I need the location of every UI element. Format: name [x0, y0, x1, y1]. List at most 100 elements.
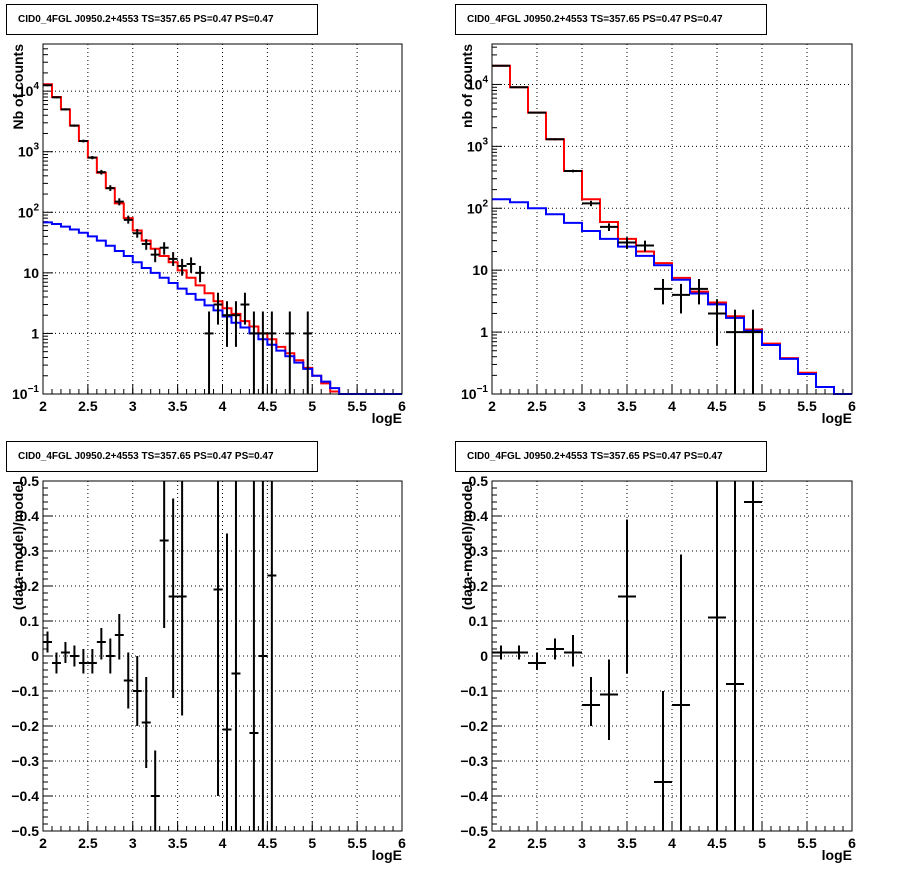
- y-tick-label: −0.2: [460, 718, 488, 734]
- chart-title: CID0_4FGL J0950.2+4553 TS=357.65 PS=0.47…: [467, 14, 723, 25]
- data-point: [222, 533, 232, 831]
- data-point: [51, 652, 61, 674]
- data-point: [564, 169, 582, 173]
- data-point: [600, 223, 618, 231]
- x-tick-label: 3: [578, 835, 586, 851]
- y-tick-label: 0.4: [469, 508, 489, 524]
- x-tick-label: 5.5: [347, 398, 367, 414]
- y-tick-label: 0.1: [469, 613, 489, 629]
- data-point: [546, 638, 564, 660]
- y-tick-base: 10: [467, 200, 483, 216]
- x-tick-label: 2: [488, 398, 496, 414]
- data-point: [654, 279, 672, 305]
- data-point: [744, 481, 762, 831]
- data-point: [51, 96, 61, 99]
- x-tick-label: 5.5: [797, 835, 817, 851]
- y-tick-label: −0.4: [460, 788, 488, 804]
- data-point: [177, 258, 187, 276]
- data-point: [123, 215, 133, 224]
- y-tick-exponent: 2: [482, 198, 488, 209]
- data-point: [249, 481, 259, 831]
- data-point: [43, 84, 52, 87]
- data-point: [726, 309, 744, 394]
- histogram-series-2: [492, 198, 852, 395]
- y-tick-exponent: −1: [28, 384, 40, 395]
- data-point: [240, 292, 250, 325]
- y-tick-label: 0: [31, 648, 39, 664]
- y-tick-label: −0.3: [460, 753, 488, 769]
- data-point: [690, 279, 708, 305]
- data-point: [43, 631, 52, 653]
- x-tick-label: 3: [578, 398, 586, 414]
- y-tick-label: 10−1: [461, 384, 488, 402]
- x-tick-label: 5: [758, 835, 766, 851]
- plot-frame: [491, 480, 853, 832]
- x-tick-label: 5: [758, 398, 766, 414]
- data-point: [285, 311, 295, 394]
- data-point: [582, 677, 600, 726]
- data-point: [60, 642, 70, 663]
- data-point: [528, 652, 546, 670]
- x-tick-label: 2.5: [78, 398, 98, 414]
- data-point: [258, 311, 268, 394]
- title-box: [6, 441, 318, 472]
- chart-title: CID0_4FGL J0950.2+4553 TS=357.65 PS=0.47…: [18, 14, 274, 25]
- y-tick-base: 10: [18, 144, 34, 160]
- data-point: [96, 628, 106, 660]
- y-tick-label: 0.1: [20, 613, 40, 629]
- x-tick-label: 6: [848, 398, 856, 414]
- y-tick-label: 104: [467, 74, 489, 92]
- y-tick-label: 10: [472, 262, 488, 278]
- x-tick-label: 3.5: [168, 398, 188, 414]
- data-point: [204, 311, 214, 394]
- x-tick-label: 4.5: [258, 398, 278, 414]
- x-tick-label: 4.5: [707, 398, 727, 414]
- data-point: [510, 86, 528, 89]
- y-axis-title: Nb of counts: [10, 44, 26, 130]
- data-point: [492, 645, 510, 660]
- x-tick-label: 4.5: [258, 835, 278, 851]
- data-point: [114, 614, 124, 660]
- data-point: [528, 111, 546, 114]
- y-axis-title: (data-model)/model: [459, 481, 475, 610]
- x-axis-title: logE: [822, 410, 852, 426]
- data-point: [96, 169, 106, 175]
- y-tick-exponent: 3: [33, 142, 39, 153]
- y-tick-label: 0.3: [469, 543, 489, 559]
- data-point: [69, 645, 79, 667]
- x-axis-title: logE: [372, 847, 402, 863]
- title-box: [6, 4, 318, 35]
- x-tick-label: 3: [129, 835, 137, 851]
- data-point: [195, 265, 205, 283]
- y-tick-label: 0.4: [20, 508, 40, 524]
- x-tick-label: 2: [39, 835, 47, 851]
- x-tick-label: 4: [668, 398, 676, 414]
- data-point: [186, 257, 196, 273]
- y-tick-base: 10: [18, 83, 34, 99]
- x-tick-label: 5: [308, 835, 316, 851]
- x-tick-label: 4.5: [707, 835, 727, 851]
- data-point: [87, 155, 97, 160]
- x-tick-label: 2.5: [527, 398, 547, 414]
- y-tick-label: 0.5: [20, 473, 40, 489]
- data-point: [249, 311, 259, 394]
- chart-panel-bottom-right: CID0_4FGL J0950.2+4553 TS=357.65 PS=0.47…: [455, 441, 856, 863]
- histogram-series-2: [43, 221, 402, 395]
- data-point: [159, 481, 169, 628]
- data-point: [546, 138, 564, 141]
- data-point: [564, 635, 582, 667]
- x-tick-label: 3.5: [617, 835, 637, 851]
- data-point: [114, 198, 124, 206]
- plot-frame: [491, 43, 853, 395]
- y-tick-label: −0.5: [460, 823, 488, 839]
- y-tick-label: 0.2: [469, 578, 489, 594]
- data-point: [618, 237, 636, 249]
- data-point: [492, 64, 510, 67]
- y-tick-label: 103: [18, 142, 40, 160]
- data-point: [267, 311, 277, 394]
- data-point: [141, 239, 151, 250]
- x-tick-label: 6: [398, 835, 406, 851]
- data-point: [654, 691, 672, 831]
- y-tick-label: 10: [23, 265, 39, 281]
- data-point: [582, 200, 600, 207]
